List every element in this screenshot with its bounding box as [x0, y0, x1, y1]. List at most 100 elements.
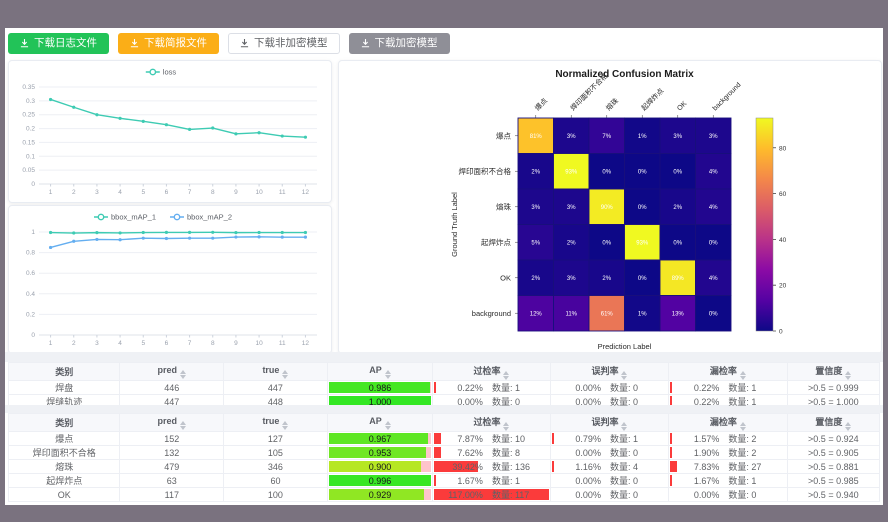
svg-text:爆点: 爆点	[496, 130, 511, 140]
svg-text:10: 10	[255, 340, 263, 347]
svg-text:11: 11	[279, 189, 286, 196]
legend-item-bbox_mAP_1[interactable]: bbox_mAP_1	[94, 213, 156, 222]
svg-text:12: 12	[302, 340, 310, 347]
matrix-colorbar: 0 20 40 60 80	[755, 117, 787, 336]
column-header-2[interactable]: true	[223, 413, 328, 432]
svg-text:0.6: 0.6	[26, 270, 35, 277]
over-rate-cell: 7.87% 数量: 10	[432, 431, 551, 446]
download-plain-model-button[interactable]: 下载非加密模型	[228, 33, 340, 54]
svg-text:OK: OK	[500, 273, 511, 282]
metrics-table: 类别 pred true AP 过检率 误判率 漏检率 置信度 爆点 152 127 0.967 7.8…	[7, 413, 881, 502]
svg-text:10: 10	[255, 189, 263, 196]
miss-rate-cell: 0.22% 数量: 1	[668, 394, 788, 409]
svg-text:bbox_mAP_2: bbox_mAP_2	[187, 213, 232, 222]
axes: 00.050.10.150.20.250.30.351 2 3 4 5 6 7 8 9 10 11 1…	[22, 84, 317, 196]
sort-caret-icon[interactable]	[180, 420, 187, 430]
misjudge-rate-cell: 1.16% 数量: 4	[549, 459, 670, 474]
svg-text:3%: 3%	[567, 276, 576, 282]
legend-item-loss[interactable]: loss	[145, 68, 177, 77]
class-cell: 爆点	[7, 431, 121, 446]
sort-caret-icon[interactable]	[503, 370, 510, 380]
true-cell: 346	[223, 459, 328, 474]
ap-bar-cell: 0.986	[326, 380, 434, 395]
column-header-7[interactable]: 置信度	[786, 362, 881, 381]
confusion-matrix-heatmap: Normalized Confusion Matrix 爆点 焊印面积不合格 熔珠 起焊…	[339, 61, 881, 353]
sort-caret-icon[interactable]	[384, 420, 391, 430]
sort-caret-icon[interactable]	[282, 420, 289, 430]
download-icon	[361, 39, 370, 48]
column-header-1[interactable]: pred	[119, 362, 225, 381]
download-log-button[interactable]: 下载日志文件	[8, 33, 109, 54]
svg-text:0%: 0%	[638, 169, 647, 175]
ap-bar-cell: 0.996	[326, 473, 434, 488]
svg-text:3%: 3%	[567, 134, 576, 140]
svg-text:0%: 0%	[602, 169, 611, 175]
table-row: 焊印面积不合格 132 105 0.953 7.62% 数量: 8 0.00% 数量: 0 1.…	[7, 445, 881, 460]
miss-rate-cell: 7.83% 数量: 27	[668, 459, 788, 474]
class-cell: 焊印面积不合格	[7, 445, 121, 460]
misjudge-rate-cell: 0.79% 数量: 1	[549, 431, 670, 446]
svg-text:0%: 0%	[602, 240, 611, 246]
download-report-button[interactable]: 下载简报文件	[118, 33, 219, 54]
download-encrypted-model-button[interactable]: 下载加密模型	[348, 33, 450, 54]
pred-cell: 479	[119, 459, 225, 474]
column-header-5[interactable]: 误判率	[549, 362, 670, 381]
column-header-3[interactable]: AP	[326, 413, 434, 432]
sort-caret-icon[interactable]	[845, 370, 852, 380]
svg-text:60: 60	[779, 191, 787, 198]
svg-text:40: 40	[779, 237, 787, 244]
column-header-5[interactable]: 误判率	[549, 413, 670, 432]
true-cell: 60	[223, 473, 328, 488]
confusion-matrix-card: Normalized Confusion Matrix 爆点 焊印面积不合格 熔珠 起焊…	[338, 60, 882, 354]
svg-text:loss: loss	[163, 68, 177, 77]
svg-text:3: 3	[95, 340, 99, 347]
sort-caret-icon[interactable]	[180, 369, 187, 379]
true-cell: 447	[223, 380, 328, 395]
column-header-1[interactable]: pred	[119, 413, 225, 432]
sort-caret-icon[interactable]	[621, 421, 628, 431]
column-header-3[interactable]: AP	[326, 362, 434, 381]
svg-text:12%: 12%	[530, 311, 543, 317]
svg-text:81%: 81%	[530, 134, 543, 140]
svg-text:0.2: 0.2	[26, 126, 35, 133]
sort-caret-icon[interactable]	[621, 370, 628, 380]
column-header-4[interactable]: 过检率	[432, 362, 551, 381]
miss-rate-cell: 1.90% 数量: 2	[668, 445, 788, 460]
button-label: 下载日志文件	[34, 37, 97, 49]
column-header-4[interactable]: 过检率	[432, 413, 551, 432]
svg-text:background: background	[712, 82, 743, 113]
sort-caret-icon[interactable]	[503, 421, 510, 431]
matrix-cells: 81% 3% 7% 1% 3% 3% 2% 93% 0% 0% 0% 4% 3% 3% 90% 0% 2% 4% 5…	[517, 117, 732, 332]
series-bbox_mAP_1	[48, 230, 308, 235]
svg-text:0%: 0%	[709, 240, 718, 246]
svg-text:2%: 2%	[531, 169, 540, 175]
pred-cell: 132	[119, 445, 225, 460]
legend-item-bbox_mAP_2[interactable]: bbox_mAP_2	[170, 213, 232, 222]
over-rate-cell: 7.62% 数量: 8	[432, 445, 551, 460]
column-header-0: 类别	[7, 362, 121, 381]
sort-caret-icon[interactable]	[739, 421, 746, 431]
sort-caret-icon[interactable]	[845, 421, 852, 431]
svg-text:1%: 1%	[638, 311, 647, 317]
svg-text:3%: 3%	[531, 205, 540, 211]
metrics-table-defects: 类别 pred true AP 过检率 误判率 漏检率 置信度 爆点 152 127 0.967 7.8…	[7, 413, 881, 502]
download-icon	[20, 39, 29, 48]
svg-text:4: 4	[118, 189, 122, 196]
sort-caret-icon[interactable]	[739, 370, 746, 380]
series-loss	[48, 97, 308, 139]
svg-text:起焊炸点: 起焊炸点	[639, 86, 665, 112]
svg-text:61%: 61%	[601, 311, 614, 317]
metrics-table-primary: 类别 pred true AP 过检率 误判率 漏检率 置信度 焊盘 446 447 0.986 0.2…	[7, 362, 881, 409]
svg-text:熔珠: 熔珠	[496, 201, 511, 211]
column-header-6[interactable]: 漏检率	[668, 413, 788, 432]
sort-caret-icon[interactable]	[384, 369, 391, 379]
sort-caret-icon[interactable]	[282, 369, 289, 379]
class-cell: 起焊炸点	[7, 473, 121, 488]
column-header-2[interactable]: true	[223, 362, 328, 381]
column-header-6[interactable]: 漏检率	[668, 362, 788, 381]
column-header-7[interactable]: 置信度	[786, 413, 881, 432]
misjudge-rate-cell: 0.00% 数量: 0	[549, 473, 670, 488]
svg-text:3%: 3%	[567, 205, 576, 211]
